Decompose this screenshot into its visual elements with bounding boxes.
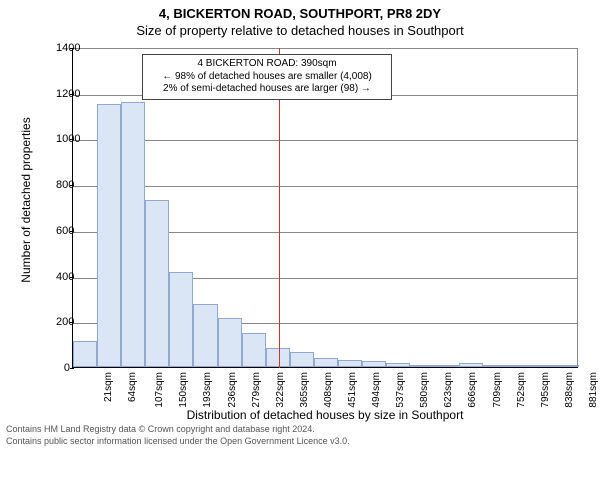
histogram-bar xyxy=(193,304,217,367)
footer: Contains HM Land Registry data © Crown c… xyxy=(0,420,600,447)
histogram-bar xyxy=(73,341,97,367)
title-block: 4, BICKERTON ROAD, SOUTHPORT, PR8 2DY Si… xyxy=(0,0,600,40)
y-tick-label: 1400 xyxy=(56,42,70,54)
x-tick-label: 408sqm xyxy=(323,372,334,408)
y-tick-mark xyxy=(70,231,74,232)
y-tick-mark xyxy=(70,94,74,95)
x-tick-label: 881sqm xyxy=(588,372,599,408)
histogram-bar xyxy=(290,352,314,367)
page-title: 4, BICKERTON ROAD, SOUTHPORT, PR8 2DY xyxy=(0,6,600,21)
chart-area: Number of detached properties 0200400600… xyxy=(30,40,590,420)
y-tick-label: 800 xyxy=(56,179,70,191)
x-tick-label: 236sqm xyxy=(226,372,237,408)
y-tick-mark xyxy=(70,48,74,49)
x-tick-label: 150sqm xyxy=(178,372,189,408)
histogram-bar xyxy=(531,365,555,367)
y-tick-mark xyxy=(70,185,74,186)
y-tick-mark xyxy=(70,139,74,140)
histogram-bar xyxy=(434,365,458,367)
x-tick-label: 451sqm xyxy=(347,372,358,408)
histogram-bar xyxy=(314,358,338,367)
x-tick-label: 666sqm xyxy=(467,372,478,408)
y-tick-label: 400 xyxy=(56,271,70,283)
x-tick-label: 494sqm xyxy=(371,372,382,408)
histogram-bar xyxy=(362,361,386,367)
y-tick-label: 1200 xyxy=(56,88,70,100)
annotation-line3: 2% of semi-detached houses are larger (9… xyxy=(149,83,385,96)
histogram-bar xyxy=(555,365,579,367)
histogram-bar xyxy=(386,363,410,367)
y-tick-mark xyxy=(70,277,74,278)
histogram-bar xyxy=(97,104,121,367)
x-axis-label: Distribution of detached houses by size … xyxy=(72,408,578,422)
histogram-bar xyxy=(121,102,145,367)
annotation-line1: 4 BICKERTON ROAD: 390sqm xyxy=(149,58,385,71)
annotation-line2: ← 98% of detached houses are smaller (4,… xyxy=(149,71,385,84)
x-tick-label: 580sqm xyxy=(419,372,430,408)
y-tick-label: 0 xyxy=(56,362,70,374)
x-tick-label: 709sqm xyxy=(491,372,502,408)
x-tick-label: 322sqm xyxy=(274,372,285,408)
y-axis-label: Number of detached properties xyxy=(19,117,33,282)
histogram-bar xyxy=(145,200,169,367)
x-tick-label: 107sqm xyxy=(154,372,165,408)
histogram-bar xyxy=(483,365,507,367)
footer-line1: Contains HM Land Registry data © Crown c… xyxy=(6,424,594,436)
x-tick-label: 752sqm xyxy=(515,372,526,408)
y-tick-mark xyxy=(70,322,74,323)
histogram-bar xyxy=(507,365,531,367)
y-tick-label: 600 xyxy=(56,225,70,237)
histogram-bar xyxy=(410,365,434,367)
x-tick-label: 193sqm xyxy=(202,372,213,408)
histogram-bar xyxy=(169,272,193,367)
y-tick-mark xyxy=(70,368,74,369)
footer-line2: Contains public sector information licen… xyxy=(6,436,594,448)
y-tick-label: 200 xyxy=(56,316,70,328)
histogram-bar xyxy=(242,333,266,367)
histogram-bar xyxy=(218,318,242,367)
x-tick-label: 795sqm xyxy=(540,372,551,408)
y-tick-label: 1000 xyxy=(56,133,70,145)
x-tick-label: 838sqm xyxy=(564,372,575,408)
x-tick-label: 365sqm xyxy=(299,372,310,408)
histogram-bar xyxy=(338,360,362,367)
x-tick-label: 537sqm xyxy=(395,372,406,408)
x-tick-label: 64sqm xyxy=(127,372,138,402)
page-subtitle: Size of property relative to detached ho… xyxy=(0,23,600,38)
x-tick-label: 279sqm xyxy=(250,372,261,408)
histogram-bar xyxy=(459,363,483,367)
x-tick-label: 623sqm xyxy=(443,372,454,408)
x-tick-label: 21sqm xyxy=(103,372,114,402)
annotation-box: 4 BICKERTON ROAD: 390sqm ← 98% of detach… xyxy=(142,54,392,100)
